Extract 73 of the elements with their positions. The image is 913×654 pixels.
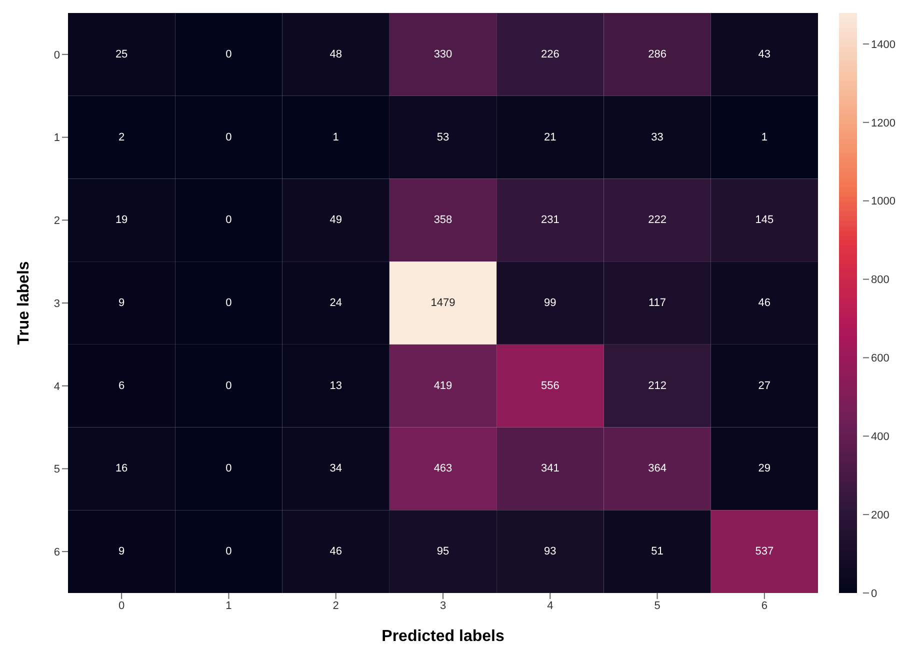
color-bar-label: 200 [871, 509, 890, 522]
data-label: 1 [761, 131, 768, 144]
data-label: 117 [648, 297, 666, 309]
data-label: 231 [540, 214, 560, 226]
data-label: 463 [434, 462, 452, 475]
data-label: 0 [226, 380, 232, 392]
data-label: 29 [758, 462, 771, 475]
color-bar-label: 1400 [871, 38, 896, 51]
data-label: 0 [226, 214, 232, 226]
data-label: 48 [330, 48, 342, 60]
data-label: 24 [330, 297, 342, 309]
data-label: 16 [115, 462, 128, 475]
data-label: 364 [648, 462, 666, 475]
data-label: 0 [226, 48, 232, 60]
y-tick-label: 4 [54, 380, 60, 393]
data-label: 0 [226, 131, 232, 144]
data-label: 2 [118, 131, 125, 144]
color-bar-label: 400 [871, 431, 890, 444]
data-label: 95 [436, 546, 450, 558]
color-bar-label: 800 [871, 274, 890, 286]
data-label: 419 [434, 380, 452, 392]
data-label: 93 [544, 546, 556, 558]
data-label: 27 [758, 380, 771, 392]
color-bar-label: 600 [871, 352, 890, 365]
color-bar-label: 1200 [871, 117, 896, 130]
color-bar-label: 0 [871, 588, 878, 600]
data-label: 6 [118, 380, 125, 392]
data-label: 212 [648, 380, 666, 392]
data-label: 43 [758, 48, 771, 60]
color-bar-label: 1000 [871, 196, 896, 208]
data-label: 358 [434, 214, 452, 226]
data-label: 25 [115, 48, 128, 60]
data-label: 9 [118, 546, 125, 558]
data-label: 556 [540, 380, 560, 392]
data-label: 0 [226, 546, 232, 558]
data-label: 226 [540, 48, 560, 60]
data-label: 330 [434, 48, 452, 60]
data-label: 1 [332, 131, 339, 144]
y-tick-label: 5 [54, 464, 60, 476]
data-label: 9 [118, 297, 125, 309]
data-label: 286 [648, 48, 666, 60]
data-label: 537 [755, 546, 774, 558]
x-tick-label: 1 [226, 600, 232, 612]
data-label: 222 [648, 214, 666, 226]
y-axis-title: True labels [16, 261, 33, 345]
x-tick-label: 5 [654, 600, 660, 612]
data-label: 51 [651, 546, 664, 558]
y-tick-label: 2 [54, 215, 60, 228]
data-label: 145 [755, 214, 774, 226]
data-label: 19 [115, 214, 128, 226]
x-tick-label: 2 [332, 600, 339, 612]
data-label: 46 [758, 297, 771, 309]
x-tick-label: 4 [547, 600, 554, 612]
data-label: 99 [544, 297, 556, 309]
data-label: 33 [651, 131, 664, 144]
x-axis-title: Predicted labels [382, 628, 504, 645]
x-tick-label: 3 [440, 600, 446, 612]
data-label: 21 [544, 131, 556, 144]
y-tick-label: 3 [54, 298, 60, 310]
data-label: 49 [330, 214, 342, 226]
data-label: 1479 [430, 297, 456, 309]
x-tick-label: 6 [761, 600, 768, 612]
y-tick-label: 6 [54, 546, 60, 558]
y-tick-label: 1 [54, 132, 60, 144]
data-label: 46 [330, 546, 342, 558]
data-label: 341 [540, 462, 560, 475]
x-tick-label: 0 [118, 600, 125, 612]
y-tick-label: 0 [54, 49, 60, 62]
data-label: 13 [330, 380, 342, 392]
data-label: 53 [436, 131, 450, 144]
data-label: 0 [226, 297, 232, 309]
data-label: 0 [226, 462, 232, 475]
data-label: 34 [330, 462, 342, 475]
